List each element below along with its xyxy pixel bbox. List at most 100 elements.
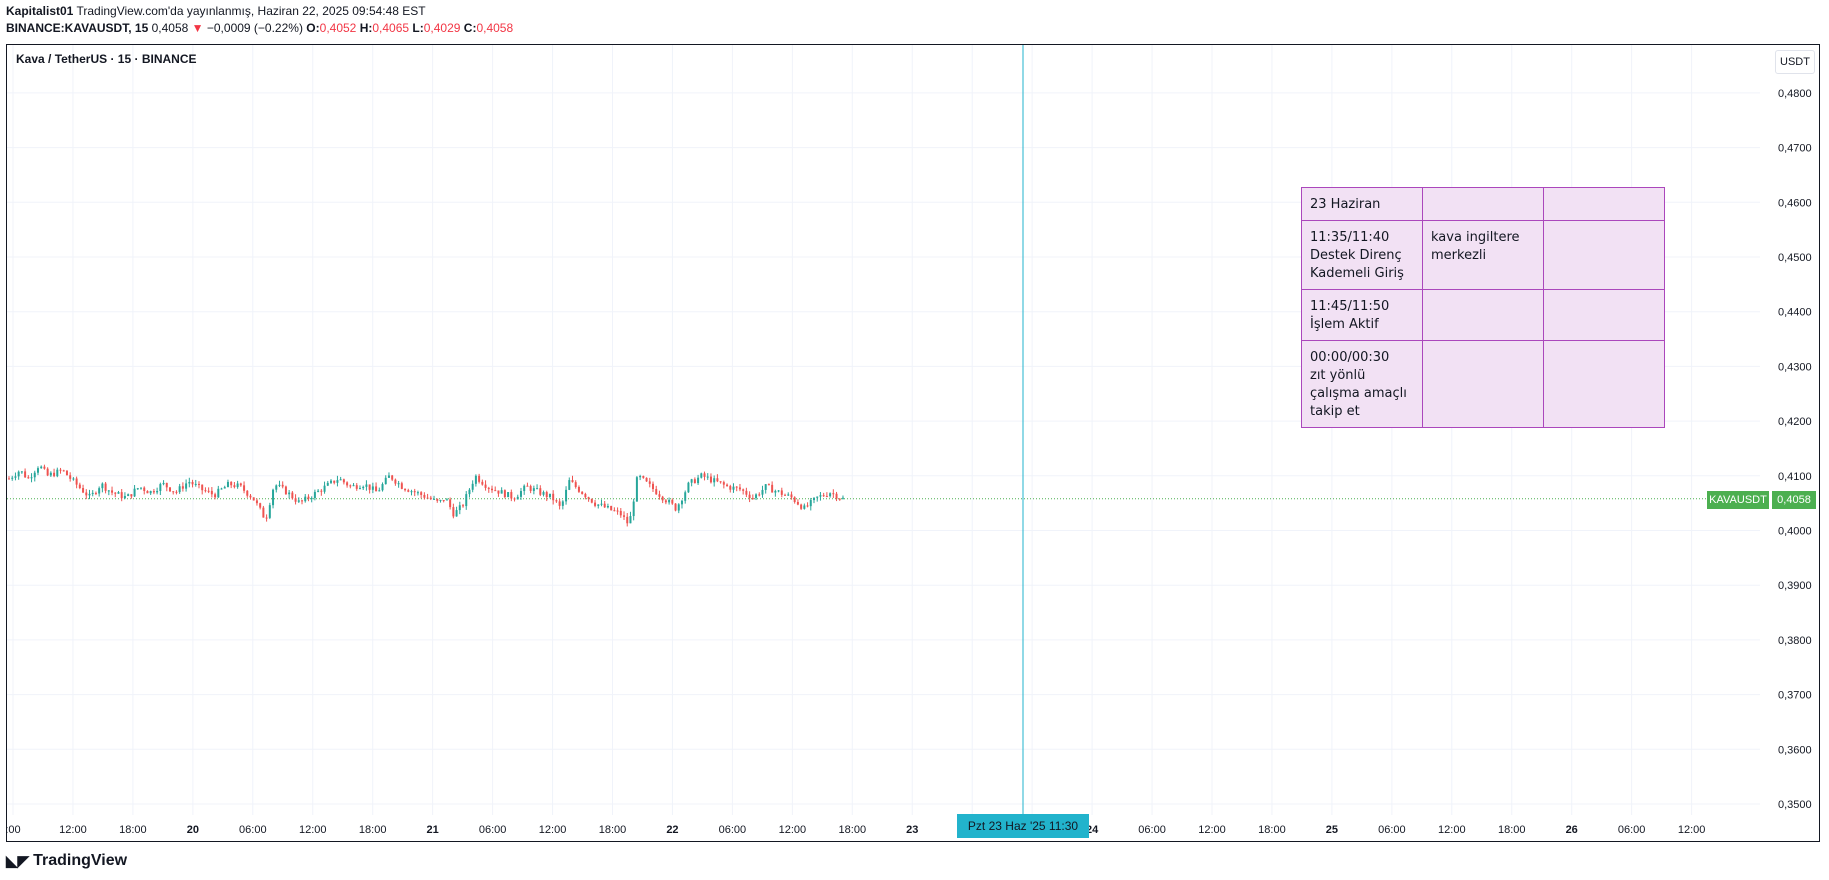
author-name[interactable]: Kapitalist01 bbox=[6, 4, 74, 18]
open-value: 0,4052 bbox=[319, 21, 357, 35]
candle-body bbox=[503, 490, 506, 498]
candle-body bbox=[568, 480, 571, 490]
candle-body bbox=[320, 490, 323, 492]
candle-body bbox=[33, 472, 36, 478]
chart-legend: Kava / TetherUS · 15 · BINANCE bbox=[16, 52, 197, 66]
candle-body bbox=[378, 490, 381, 492]
candle-body bbox=[358, 488, 361, 490]
candle-body bbox=[652, 483, 654, 490]
candle-body bbox=[352, 485, 355, 487]
candle-body bbox=[680, 500, 683, 505]
note-cell[interactable] bbox=[1422, 187, 1544, 221]
candle-body bbox=[532, 488, 535, 491]
candle-body bbox=[397, 483, 400, 485]
note-cell[interactable]: 11:45/11:50 İşlem Aktif bbox=[1301, 289, 1423, 341]
note-cell[interactable]: 11:35/11:40 Destek Direnç Kademeli Giriş bbox=[1301, 220, 1423, 290]
candle-body bbox=[233, 485, 236, 488]
candle-body bbox=[474, 475, 477, 484]
candle-body bbox=[65, 470, 68, 476]
candle-body bbox=[755, 494, 758, 499]
candle-body bbox=[188, 481, 191, 484]
note-cell[interactable]: 00:00/00:30 zıt yönlü çalışma amaçlı takip … bbox=[1301, 340, 1423, 428]
tradingview-logo-icon: ◣◤ bbox=[6, 853, 30, 870]
candle-body bbox=[745, 490, 748, 495]
candle-body bbox=[62, 470, 65, 472]
y-tick-label: 0,3600 bbox=[1778, 744, 1812, 756]
note-cell[interactable] bbox=[1543, 187, 1665, 221]
x-tick-label: :00 bbox=[5, 824, 20, 836]
candle-body bbox=[687, 482, 690, 493]
last-price: 0,4058 bbox=[151, 21, 189, 35]
candle-body bbox=[210, 490, 213, 495]
candle-body bbox=[832, 493, 835, 495]
y-tick-label: 0,3700 bbox=[1778, 690, 1812, 702]
candle-body bbox=[809, 500, 812, 507]
candle-body bbox=[603, 503, 606, 508]
candle-body bbox=[78, 484, 81, 489]
candle-body bbox=[336, 480, 339, 483]
candle-body bbox=[262, 507, 265, 518]
candle-body bbox=[829, 493, 832, 497]
candle-body bbox=[169, 487, 171, 492]
candle-body bbox=[275, 485, 278, 490]
candle-body bbox=[56, 469, 59, 477]
note-cell[interactable] bbox=[1543, 220, 1665, 290]
candle-body bbox=[230, 481, 233, 486]
candle-body bbox=[140, 487, 143, 489]
candle-body bbox=[346, 482, 349, 486]
candle-body bbox=[301, 500, 304, 502]
y-tick-label: 0,3900 bbox=[1778, 580, 1812, 592]
note-cell[interactable] bbox=[1543, 340, 1665, 428]
candle-body bbox=[281, 484, 284, 487]
note-cell[interactable] bbox=[1422, 340, 1544, 428]
note-cell[interactable]: kava ingiltere merkezli bbox=[1422, 220, 1544, 290]
candle-body bbox=[268, 505, 271, 518]
candle-body bbox=[600, 503, 603, 505]
candle-body bbox=[590, 498, 593, 503]
tradingview-logo[interactable]: ◣◤ TradingView bbox=[6, 852, 127, 870]
candle-body bbox=[497, 490, 500, 494]
candle-body bbox=[632, 501, 635, 517]
candle-body bbox=[85, 492, 88, 496]
candle-body bbox=[94, 492, 97, 494]
note-table[interactable]: 23 Haziran 11:35/11:40 Destek Direnç Kademe… bbox=[1301, 187, 1665, 428]
x-tick-label: 20 bbox=[187, 824, 199, 836]
candle-body bbox=[272, 489, 275, 506]
note-cell[interactable]: 23 Haziran bbox=[1301, 187, 1423, 221]
published-text: TradingView.com'da yayınlanmış, Haziran … bbox=[76, 4, 426, 18]
candle-body bbox=[494, 490, 497, 492]
y-tick-label: 0,4500 bbox=[1778, 252, 1812, 264]
x-tick-label: 06:00 bbox=[719, 824, 747, 836]
candle-body bbox=[197, 483, 200, 485]
candle-body bbox=[793, 497, 796, 502]
candle-body bbox=[452, 507, 455, 517]
x-tick-label: 06:00 bbox=[1378, 824, 1406, 836]
candle-body bbox=[561, 501, 564, 506]
candle-body bbox=[342, 479, 345, 483]
note-cell[interactable] bbox=[1543, 289, 1665, 341]
down-arrow-icon: ▼ bbox=[191, 21, 204, 35]
candle-body bbox=[771, 484, 774, 493]
candle-body bbox=[426, 497, 429, 499]
ohlc-line: BINANCE:KAVAUSDT, 15 0,4058 ▼ −0,0009 (−… bbox=[6, 21, 513, 35]
x-tick-label: 06:00 bbox=[479, 824, 507, 836]
candle-body bbox=[226, 481, 229, 488]
candle-body bbox=[671, 499, 674, 504]
candle-body bbox=[339, 479, 342, 481]
candle-body bbox=[249, 495, 252, 498]
candle-body bbox=[294, 498, 297, 502]
low-value: 0,4029 bbox=[423, 21, 461, 35]
candle-body bbox=[542, 492, 545, 495]
candle-body bbox=[487, 487, 490, 489]
candle-body bbox=[284, 486, 287, 495]
currency-unit-button[interactable]: USDT bbox=[1775, 50, 1815, 74]
candle-body bbox=[558, 501, 561, 506]
candle-body bbox=[136, 488, 139, 490]
candle-body bbox=[529, 486, 532, 491]
candle-body bbox=[645, 477, 648, 482]
x-tick-label: 18:00 bbox=[359, 824, 387, 836]
candle-body bbox=[787, 494, 790, 496]
candle-body bbox=[780, 490, 783, 495]
note-cell[interactable] bbox=[1422, 289, 1544, 341]
